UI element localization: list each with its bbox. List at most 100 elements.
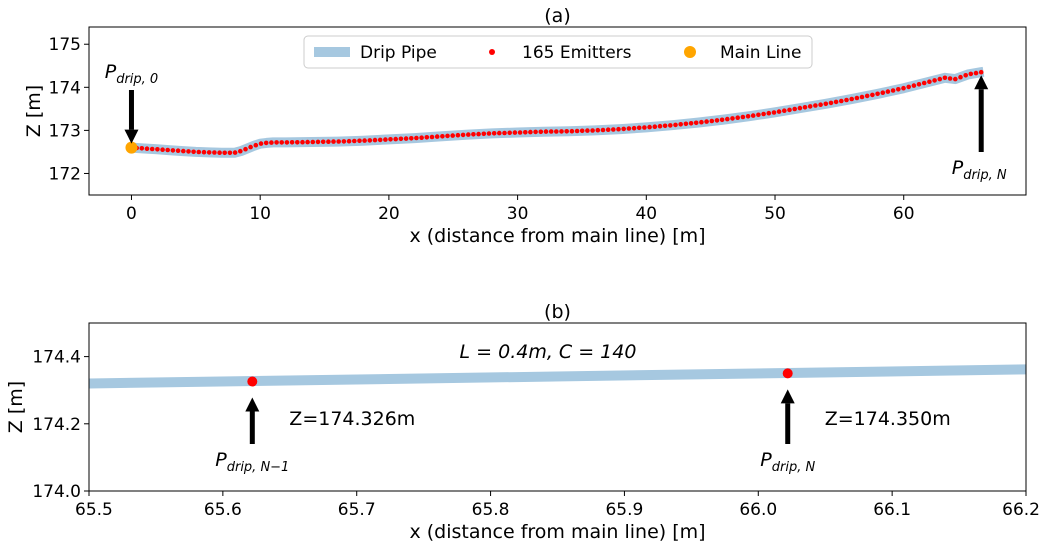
emitter-point — [352, 138, 357, 144]
emitter-point — [968, 71, 974, 77]
legend-box — [303, 35, 813, 69]
emitter-point — [616, 126, 621, 132]
emitter-point — [823, 101, 829, 107]
x-tick-label: 65.8 — [472, 500, 510, 520]
panel-a-y-ticks: 172 173 174 175 — [49, 35, 89, 184]
emitter-point — [678, 122, 683, 127]
panel-b-frame — [88, 322, 1027, 492]
emitter-point — [227, 150, 233, 156]
emitter-point — [279, 140, 285, 145]
emitter-point — [569, 128, 575, 134]
emitter-point — [766, 110, 772, 116]
legend-emitters-label: 165 Emitters — [522, 43, 632, 63]
emitter-point — [471, 132, 476, 137]
emitter-point — [341, 139, 347, 144]
emitter-point — [367, 138, 373, 143]
emitter-point — [310, 139, 316, 145]
emitter-point — [626, 126, 632, 131]
emitter-point — [543, 129, 549, 134]
emitter-point — [683, 121, 689, 127]
label-p-drip-0-subscript: drip, 0 — [116, 72, 158, 87]
emitter-point — [139, 146, 145, 151]
emitter-point — [973, 70, 979, 76]
x-tick-label: 66.1 — [873, 500, 911, 520]
emitter-point — [403, 136, 409, 141]
emitter-point — [170, 148, 176, 153]
emitter-point — [776, 109, 782, 114]
emitter-point — [947, 76, 953, 81]
arrow-emitter-2-head — [780, 389, 795, 404]
emitter-point — [631, 125, 637, 131]
emitter-point — [652, 124, 658, 129]
emitter-point — [554, 129, 559, 134]
emitter-point — [927, 79, 932, 84]
emitter-point — [481, 131, 487, 137]
emitter-point — [160, 147, 165, 152]
panel-a-y-axis-label: Z [m] — [23, 85, 45, 137]
x-tick-label: 20 — [378, 204, 400, 224]
emitter-point — [243, 146, 248, 152]
emitter-point — [725, 116, 730, 122]
emitter-point — [797, 105, 803, 111]
emitter-point — [978, 69, 984, 75]
legend-main-line-label: Main Line — [720, 43, 801, 63]
emitter-point — [958, 74, 963, 80]
y-tick-label: 172 — [49, 164, 81, 184]
label-p-drip-0: Pdrip, 0 — [105, 61, 158, 87]
z-value-label-2: Z=174.350m — [825, 408, 951, 430]
x-tick-label: 60 — [893, 204, 915, 224]
emitter-point — [662, 123, 668, 129]
emitter-point — [175, 148, 181, 153]
emitter-point — [383, 137, 388, 142]
emitter-point — [398, 136, 404, 142]
emitter-point — [688, 121, 694, 126]
emitter-point — [144, 146, 150, 151]
legend-emitters-swatch — [489, 49, 495, 55]
label-emitter-2: Pdrip, N — [760, 449, 815, 475]
emitter-point — [916, 82, 922, 87]
emitter-point — [901, 85, 906, 91]
y-tick-label: 174 — [49, 78, 81, 98]
emitter-point — [186, 149, 191, 154]
y-tick-label: 174.0 — [32, 482, 81, 502]
emitter-point — [761, 111, 766, 117]
panel-b-x-axis-label: x (distance from main line) [m] — [409, 521, 705, 543]
emitter-point — [657, 123, 663, 129]
emitter-point — [548, 129, 554, 134]
x-tick-label: 30 — [507, 204, 529, 224]
y-tick-label: 175 — [49, 35, 81, 55]
arrow-emitter-1-head — [245, 397, 260, 412]
arrow-p-drip-0 — [124, 90, 139, 144]
emitter-point — [263, 140, 269, 146]
emitter-point — [854, 95, 860, 101]
x-tick-label: 65.9 — [605, 500, 643, 520]
emitter-point — [579, 128, 585, 134]
emitter-point — [585, 128, 590, 133]
emitter-point — [538, 129, 544, 135]
y-tick-label: 173 — [49, 121, 81, 141]
emitter-point — [414, 135, 419, 141]
x-tick-label: 66.2 — [1002, 500, 1040, 520]
x-tick-label: 66.0 — [739, 500, 777, 520]
x-tick-label: 40 — [635, 204, 657, 224]
emitter-point — [284, 140, 290, 145]
x-tick-label: 65.6 — [204, 500, 242, 520]
emitter-point — [870, 92, 875, 98]
emitter-point — [315, 139, 321, 145]
emitter-point — [289, 140, 295, 145]
emitter-point — [248, 144, 253, 150]
emitter-point — [839, 98, 844, 104]
emitter-point — [274, 140, 279, 145]
emitter-point — [802, 105, 808, 110]
panel-a-x-ticks: 0 10 20 30 40 50 60 — [126, 195, 915, 224]
emitter-point — [963, 73, 968, 78]
emitter-point — [756, 112, 761, 118]
emitter-point — [564, 129, 569, 134]
emitter-point — [450, 133, 456, 138]
emitter-point — [440, 134, 445, 139]
emitter-point — [574, 128, 580, 134]
emitter-point — [849, 96, 854, 102]
emitter-point — [232, 150, 238, 155]
